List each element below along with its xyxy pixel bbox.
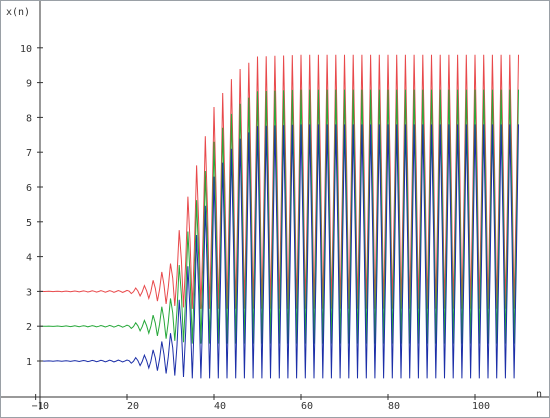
x-tick-label: 40 [214,401,226,412]
y-tick-label: 2 [26,322,32,333]
series-line-3 [40,124,519,379]
x-tick-label: 60 [301,401,313,412]
y-tick-label: 7 [26,148,32,159]
series-line-2 [40,89,519,344]
y-tick-label: 1 [26,357,32,368]
series-layer [40,54,519,379]
y-tick-label: 4 [26,253,32,264]
y-tick-label: 8 [26,113,32,124]
y-axis-label: x(n) [6,7,30,18]
x-tick-label: −1 [32,401,44,412]
y-tick-label: 3 [26,287,32,298]
series-line-1 [40,54,519,309]
x-tick-label: 0 [43,401,49,412]
x-tick-label: 20 [127,401,139,412]
y-tick-label: 6 [26,183,32,194]
y-tick-label: 10 [20,44,32,55]
x-axis-label: n [536,389,542,400]
axis-layer [1,1,549,410]
y-tick-label: 9 [26,79,32,90]
x-tick-label: 100 [472,401,490,412]
x-tick-label: 80 [388,401,400,412]
tick-layer: 1 2 3 4 5 6 7 8 9 10 −1 0 20 40 60 80 100 [20,44,490,412]
y-tick-label: 5 [26,218,32,229]
